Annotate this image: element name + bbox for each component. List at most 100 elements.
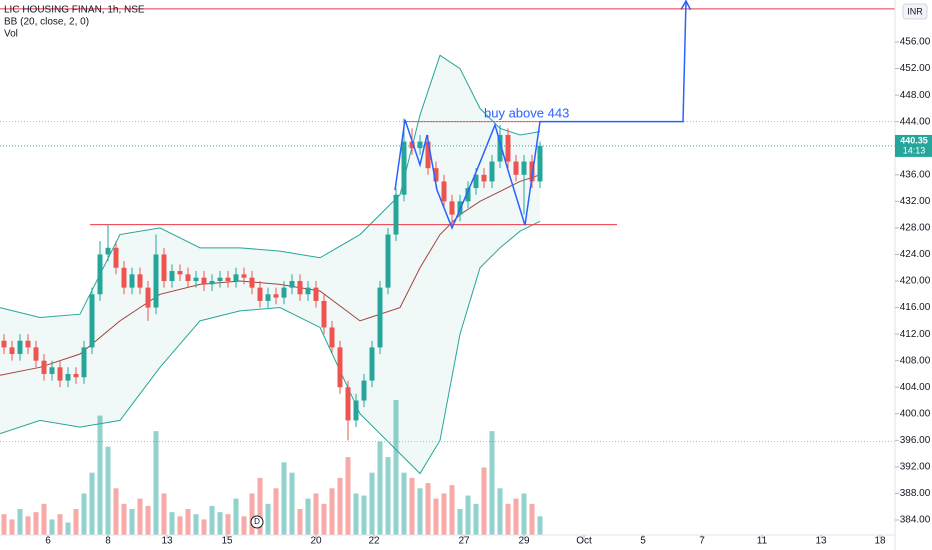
- volume-bar: [33, 512, 39, 535]
- band-middle: [0, 174, 541, 376]
- y-tick-label: 392.00: [900, 462, 931, 473]
- candle-body: [505, 134, 511, 162]
- candle-body: [193, 277, 199, 282]
- candle-body: [25, 340, 31, 348]
- candle-body: [265, 294, 271, 301]
- candle-body: [233, 274, 239, 282]
- x-tick-label: 13: [815, 536, 827, 547]
- candle-body: [369, 347, 375, 381]
- volume-bar: [233, 498, 239, 535]
- volume-bar: [137, 498, 143, 535]
- volume-bar: [185, 509, 191, 535]
- volume-bar: [297, 509, 303, 535]
- volume-bar: [401, 472, 407, 535]
- countdown: 14:13: [903, 145, 926, 155]
- candle-body: [81, 347, 87, 378]
- volume-bar: [441, 493, 447, 535]
- candle-body: [257, 287, 263, 301]
- annotation: buy above 443: [484, 105, 569, 120]
- volume-bar: [121, 503, 127, 535]
- volume-bar: [449, 485, 455, 535]
- volume-bar: [505, 503, 511, 535]
- volume-bar: [177, 516, 183, 535]
- volume-bar: [513, 498, 519, 535]
- volume-bar: [425, 483, 431, 535]
- plot-area: [0, 0, 895, 535]
- candle-body: [113, 247, 119, 268]
- candle-body: [249, 277, 255, 288]
- volume-bar: [473, 503, 479, 535]
- candle-body: [313, 287, 319, 301]
- y-tick-label: 448.00: [900, 90, 931, 101]
- y-tick-label: 400.00: [900, 408, 931, 419]
- volume-bar: [89, 472, 95, 535]
- candle-body: [201, 277, 207, 285]
- volume-bar: [369, 472, 375, 535]
- y-tick-label: 384.00: [900, 515, 931, 526]
- candle-body: [137, 274, 143, 288]
- volume-bar: [41, 503, 47, 535]
- volume-bar: [249, 493, 255, 535]
- candle-body: [385, 234, 391, 288]
- candle-body: [9, 347, 15, 355]
- candle-body: [65, 373, 71, 381]
- candle-body: [161, 254, 167, 282]
- candle-body: [513, 161, 519, 175]
- candle-body: [49, 367, 55, 374]
- volume-bar: [313, 493, 319, 535]
- candle-body: [209, 281, 215, 285]
- y-tick-label: 432.00: [900, 196, 931, 207]
- candle-body: [393, 194, 399, 235]
- volume-bar: [361, 495, 367, 535]
- candle-body: [121, 267, 127, 288]
- volume-bar: [1, 514, 7, 535]
- currency-box[interactable]: [902, 3, 928, 20]
- volume-bar: [105, 446, 111, 535]
- arrow-head: [685, 0, 692, 11]
- candle-body: [177, 271, 183, 275]
- volume-bar: [393, 400, 399, 535]
- candle-body: [273, 294, 279, 298]
- vol-legend: Vol: [4, 29, 18, 40]
- candle-body: [433, 168, 439, 182]
- volume-bar: [481, 467, 487, 535]
- volume-bar: [497, 488, 503, 535]
- x-tick-label: Oct: [576, 536, 592, 547]
- volume-bar: [241, 516, 247, 535]
- x-tick-label: 11: [757, 536, 768, 547]
- candle-body: [1, 340, 7, 348]
- volume-bar: [145, 505, 151, 535]
- candle-body: [361, 380, 367, 401]
- x-tick-label: 18: [874, 536, 886, 547]
- candle-body: [481, 174, 487, 182]
- y-tick-label: 424.00: [900, 249, 931, 260]
- candle-body: [105, 247, 111, 255]
- candle-body: [497, 134, 503, 162]
- volume-bar: [329, 488, 335, 535]
- x-tick-label: 29: [518, 536, 530, 547]
- volume-bar: [9, 519, 15, 535]
- trend-drawing: [394, 0, 687, 230]
- candle-body: [529, 161, 535, 182]
- candle-body: [329, 327, 335, 348]
- candle-body: [89, 294, 95, 348]
- price-axis: [895, 0, 932, 550]
- y-tick-label: 396.00: [900, 435, 931, 446]
- chart-title: LIC HOUSING FINAN, 1h, NSE: [4, 5, 145, 16]
- volume-bar: [353, 493, 359, 535]
- volume-bar: [265, 503, 271, 535]
- dividend-marker[interactable]: [250, 515, 264, 529]
- candle-body: [185, 274, 191, 282]
- candle-body: [153, 254, 159, 308]
- candle-body: [489, 161, 495, 182]
- y-tick-label: 388.00: [900, 488, 931, 499]
- currency: INR: [907, 6, 923, 16]
- candle-body: [521, 161, 527, 175]
- last-price-tag: [895, 134, 932, 157]
- y-tick-label: 428.00: [900, 223, 931, 234]
- x-tick-label: 8: [105, 536, 111, 547]
- axes: 384.00 388.00 392.00 396.00 400.00 404.00 408.…: [45, 37, 932, 547]
- volume-bar: [209, 505, 215, 535]
- volume-bar: [113, 488, 119, 535]
- candle-body: [409, 141, 415, 149]
